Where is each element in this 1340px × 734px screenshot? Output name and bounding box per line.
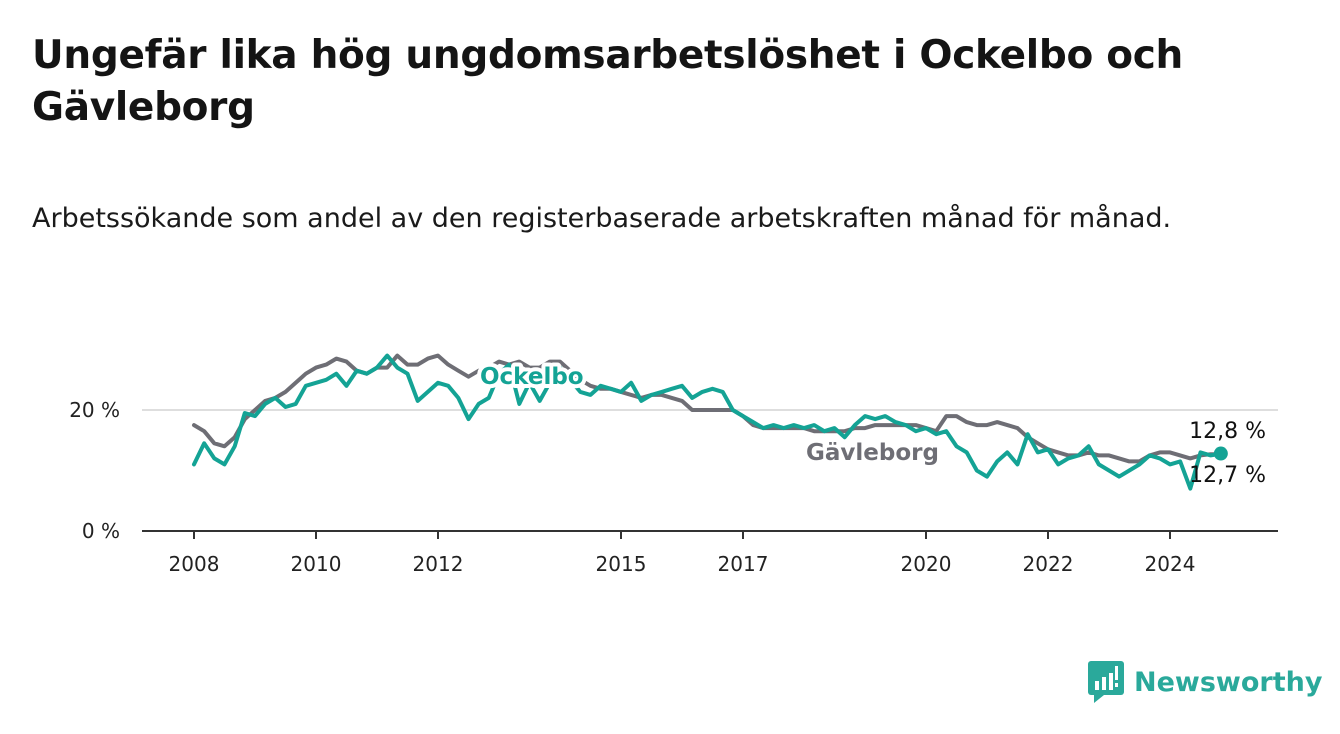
series-label-ockelbo-halo: Ockelbo [480,364,584,390]
chart-subtitle: Arbetssökande som andel av den registerb… [32,203,1172,234]
series-label-gavleborg-halo: Gävleborg [806,440,939,466]
series-line-gavleborg [192,353,1223,464]
x-axis: 2008 2010 2012 2015 2017 2020 2022 2024 [142,530,1278,576]
series-lines [192,353,1228,491]
chart-title: Ungefär lika hög ungdomsarbetslöshet i O… [32,33,1184,130]
y-tick-label: 20 % [69,398,120,422]
x-tick-label: 2012 [413,552,464,576]
newsworthy-logo-icon [1088,661,1124,703]
brand-logo: Newsworthy [1088,660,1322,704]
series-end-marker [1213,446,1228,461]
series-label-ockelbo: Ockelbo [480,364,584,390]
series-label-gavleborg: Gävleborg [806,440,939,466]
y-tick-label: 0 % [82,519,120,543]
end-value-gavleborg: 12,7 % [1189,463,1266,488]
x-tick-label: 2022 [1023,552,1074,576]
x-tick-label: 2017 [718,552,769,576]
x-tick-label: 2020 [901,552,952,576]
y-axis-ticks: 0 % 20 % [69,398,120,543]
x-tick-label: 2008 [169,552,220,576]
series-line-ockelbo [192,353,1223,491]
end-value-ockelbo: 12,8 % [1189,419,1266,444]
x-tick-label: 2024 [1145,552,1196,576]
x-tick-label: 2015 [596,552,647,576]
brand-name: Newsworthy [1134,666,1323,698]
x-tick-label: 2010 [291,552,342,576]
